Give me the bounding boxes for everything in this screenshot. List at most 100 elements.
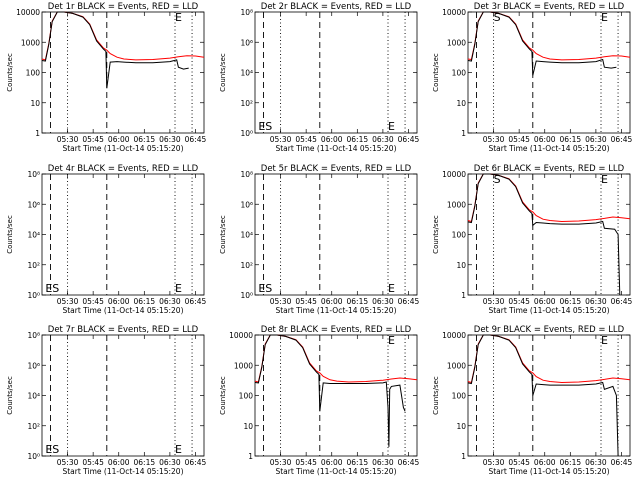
- x-tick-label: 06:15: [347, 135, 369, 144]
- y-tick-label: 1000: [447, 200, 466, 209]
- x-tick-label: 06:15: [560, 458, 582, 467]
- x-axis-label: Start Time (11-Oct-14 05:15:20): [488, 467, 609, 476]
- x-tick-label: 06:00: [108, 458, 130, 467]
- chart-title: Det 6r BLACK = Events, RED = LLD: [474, 164, 625, 174]
- event-marker-e: E: [388, 334, 395, 347]
- x-tick-label: 05:30: [270, 297, 292, 306]
- x-tick-label: 06:15: [134, 135, 156, 144]
- y-tick-label: 100: [239, 392, 254, 401]
- plot-frame: [467, 334, 631, 457]
- x-tick-label: 05:30: [57, 135, 79, 144]
- y-tick-label: 10⁰: [27, 291, 40, 300]
- x-tick-label: 06:00: [534, 297, 556, 306]
- event-marker-e: E: [388, 120, 395, 133]
- x-tick-label: 06:45: [611, 135, 633, 144]
- chart-title: Det 3r BLACK = Events, RED = LLD: [474, 2, 625, 12]
- chart-title: Det 2r BLACK = Events, RED = LLD: [261, 2, 412, 12]
- y-tick-label: 100: [452, 392, 467, 401]
- y-axis-label: Counts/sec: [219, 53, 227, 92]
- event-marker-e: E: [601, 173, 608, 186]
- event-marker-e: E: [601, 334, 608, 347]
- y-axis-label: Counts/sec: [219, 376, 227, 415]
- y-tick-label: 10: [456, 99, 466, 108]
- plot-frame: [41, 11, 205, 134]
- chart-title: Det 7r BLACK = Events, RED = LLD: [48, 325, 199, 335]
- x-tick-label: 06:00: [534, 458, 556, 467]
- x-tick-label: 05:45: [508, 458, 530, 467]
- chart-title: Det 1r BLACK = Events, RED = LLD: [48, 2, 199, 12]
- y-tick-label: 10⁰: [240, 129, 253, 138]
- y-tick-label: 10⁰: [27, 452, 40, 461]
- event-marker-e: E: [175, 282, 182, 295]
- series-line-events: [41, 11, 189, 89]
- chart-panel-6: Det 6r BLACK = Events, RED = LLD 1 10 100 10…: [432, 164, 633, 315]
- plot-frame: [254, 11, 418, 134]
- x-tick-label: 06:15: [560, 135, 582, 144]
- series-line-events: [467, 334, 619, 457]
- y-tick-label: 10: [456, 261, 466, 270]
- x-axis-label: Start Time (11-Oct-14 05:15:20): [488, 144, 609, 153]
- y-tick-label: 10⁴: [240, 69, 253, 78]
- x-tick-label: 06:00: [534, 135, 556, 144]
- y-tick-label: 10⁶: [240, 38, 253, 47]
- event-marker-e: E: [175, 443, 182, 456]
- y-tick-label: 1: [248, 452, 253, 461]
- y-tick-label: 1: [461, 291, 466, 300]
- x-tick-label: 05:45: [82, 297, 104, 306]
- chart-panel-5: Det 5r BLACK = Events, RED = LLD 10⁰ 10² 10…: [219, 164, 420, 315]
- x-tick-label: 06:45: [185, 135, 207, 144]
- y-tick-label: 10⁶: [27, 361, 40, 370]
- chart-title: Det 8r BLACK = Events, RED = LLD: [261, 325, 412, 335]
- x-tick-label: 06:30: [585, 458, 607, 467]
- y-tick-label: 10²: [27, 422, 40, 431]
- x-axis-label: Start Time (11-Oct-14 05:15:20): [62, 467, 183, 476]
- x-tick-label: 05:30: [483, 458, 505, 467]
- x-tick-label: 05:45: [295, 458, 317, 467]
- event-marker-s: S: [494, 11, 501, 24]
- x-tick-label: 06:15: [347, 458, 369, 467]
- event-marker-e: E: [45, 282, 52, 295]
- x-tick-label: 05:45: [508, 135, 530, 144]
- x-tick-label: 06:45: [398, 458, 420, 467]
- x-tick-label: 05:30: [483, 135, 505, 144]
- x-tick-label: 06:30: [372, 135, 394, 144]
- x-tick-label: 06:45: [398, 297, 420, 306]
- x-tick-label: 06:00: [321, 458, 343, 467]
- y-tick-label: 1000: [447, 38, 466, 47]
- chart-panel-7: Det 7r BLACK = Events, RED = LLD 10⁰ 10² 10…: [6, 325, 207, 476]
- x-tick-label: 05:45: [295, 297, 317, 306]
- y-axis-label: Counts/sec: [6, 53, 14, 92]
- y-tick-label: 10: [243, 422, 253, 431]
- x-tick-label: 06:15: [347, 297, 369, 306]
- event-marker-e: E: [258, 282, 265, 295]
- y-tick-label: 10²: [240, 99, 253, 108]
- y-tick-label: 10⁸: [240, 170, 253, 179]
- event-marker-e: E: [45, 443, 52, 456]
- x-tick-label: 06:00: [321, 135, 343, 144]
- series-line-events: [467, 11, 617, 76]
- x-tick-label: 06:30: [159, 297, 181, 306]
- y-tick-label: 1: [461, 452, 466, 461]
- y-tick-label: 100: [26, 69, 41, 78]
- x-tick-label: 05:45: [508, 297, 530, 306]
- event-marker-e: E: [258, 120, 265, 133]
- x-tick-label: 06:15: [134, 458, 156, 467]
- y-tick-label: 1000: [234, 361, 253, 370]
- y-tick-label: 10⁶: [240, 200, 253, 209]
- event-marker-s: S: [52, 443, 59, 456]
- chart-panel-1: Det 1r BLACK = Events, RED = LLD 1 10 100 10…: [6, 2, 207, 153]
- chart-title: Det 4r BLACK = Events, RED = LLD: [48, 164, 199, 174]
- plot-frame: [467, 173, 631, 296]
- x-axis-label: Start Time (11-Oct-14 05:15:20): [488, 306, 609, 315]
- y-tick-label: 10⁸: [27, 331, 40, 340]
- x-tick-label: 06:45: [398, 135, 420, 144]
- y-tick-label: 10: [456, 422, 466, 431]
- y-tick-label: 1: [461, 129, 466, 138]
- y-axis-label: Counts/sec: [6, 215, 14, 254]
- chart-panel-2: Det 2r BLACK = Events, RED = LLD 10⁰ 10² 10…: [219, 2, 420, 153]
- x-tick-label: 06:45: [185, 458, 207, 467]
- y-tick-label: 10000: [442, 8, 466, 17]
- x-tick-label: 05:45: [82, 135, 104, 144]
- y-axis-label: Counts/sec: [432, 53, 440, 92]
- chart-panel-8: Det 8r BLACK = Events, RED = LLD 1 10 100 10…: [219, 325, 420, 476]
